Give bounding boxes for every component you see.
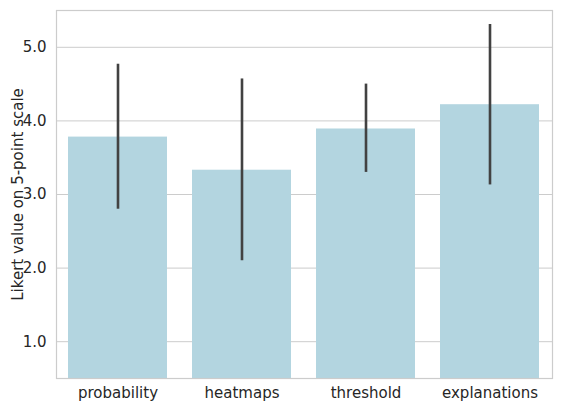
svg-text:3.0: 3.0 — [22, 185, 47, 204]
svg-text:2.0: 2.0 — [22, 258, 47, 277]
svg-text:1.0: 1.0 — [23, 333, 47, 351]
svg-text:5.0: 5.0 — [23, 38, 47, 56]
svg-text:4.0: 4.0 — [22, 111, 47, 130]
svg-text:Likert value on 5-point scale: Likert value on 5-point scale — [9, 88, 27, 301]
svg-text:explanations: explanations — [442, 384, 538, 402]
svg-text:heatmaps: heatmaps — [205, 384, 280, 402]
svg-text:probability: probability — [78, 384, 158, 402]
svg-text:threshold: threshold — [331, 384, 402, 402]
